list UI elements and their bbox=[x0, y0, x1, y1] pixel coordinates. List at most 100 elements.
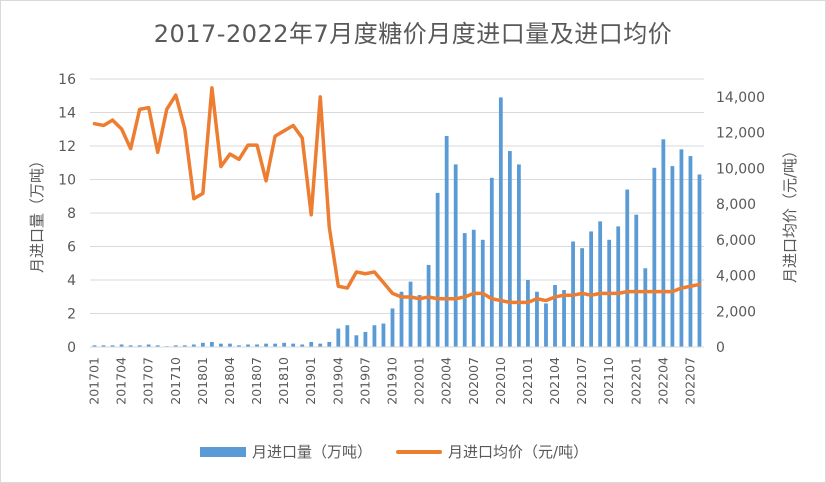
y-tick-label: 14 bbox=[58, 106, 76, 122]
price-line bbox=[92, 86, 702, 305]
bar bbox=[625, 189, 630, 347]
bar bbox=[273, 343, 277, 347]
line-series bbox=[92, 86, 702, 305]
bar bbox=[679, 149, 684, 347]
y-tick-label: 4 bbox=[67, 273, 76, 289]
x-tick-label: 202001 bbox=[412, 357, 427, 405]
x-tick-label: 202004 bbox=[439, 357, 454, 405]
bar bbox=[535, 291, 539, 347]
bar bbox=[589, 231, 594, 347]
x-tick-label: 202010 bbox=[493, 357, 508, 405]
bar bbox=[101, 345, 106, 347]
bar bbox=[291, 343, 296, 347]
x-tick-label: 202204 bbox=[655, 357, 670, 405]
bar bbox=[246, 344, 250, 347]
bar bbox=[219, 343, 223, 347]
bar bbox=[354, 335, 359, 347]
bar bbox=[498, 97, 503, 347]
x-tick-label: 202110 bbox=[601, 357, 616, 405]
bar bbox=[146, 344, 151, 347]
bar bbox=[381, 323, 386, 347]
bar bbox=[155, 345, 160, 347]
bar bbox=[309, 341, 314, 347]
x-tick-label: 202207 bbox=[682, 357, 697, 405]
bar bbox=[345, 325, 350, 347]
y-tick-label: 16 bbox=[58, 72, 76, 88]
legend-label-line: 月进口均价（元/吨） bbox=[448, 443, 589, 461]
y-tick-label: 2 bbox=[67, 307, 76, 323]
x-tick-label: 201907 bbox=[357, 357, 372, 405]
x-axis-ticks: 201701 201704 201707 201710 201801 201804 2018… bbox=[87, 357, 698, 405]
legend: 月进口量（万吨） 月进口均价（元/吨） bbox=[200, 441, 612, 462]
x-tick-label: 201704 bbox=[114, 357, 129, 405]
bar bbox=[489, 177, 494, 347]
bar bbox=[688, 156, 693, 347]
x-tick-label: 202007 bbox=[466, 357, 481, 405]
x-tick-label: 201701 bbox=[87, 357, 102, 405]
bar bbox=[471, 229, 476, 347]
bar bbox=[544, 303, 548, 347]
bar bbox=[598, 221, 603, 348]
y2-tick-label: 4,000 bbox=[716, 269, 756, 285]
bar bbox=[408, 281, 413, 347]
bar bbox=[562, 290, 566, 347]
x-tick-label: 201810 bbox=[276, 357, 291, 405]
y2-tick-label: 12,000 bbox=[716, 126, 765, 142]
bar bbox=[507, 151, 512, 347]
bar bbox=[697, 174, 702, 347]
bar bbox=[670, 166, 675, 347]
bar bbox=[318, 343, 323, 347]
bar bbox=[580, 248, 584, 347]
bar bbox=[92, 345, 97, 347]
bar bbox=[462, 233, 467, 347]
x-tick-label: 201804 bbox=[222, 357, 237, 405]
x-tick-label: 202201 bbox=[628, 357, 643, 405]
x-tick-label: 201904 bbox=[330, 357, 345, 405]
y2-tick-label: 6,000 bbox=[716, 233, 756, 249]
bar bbox=[643, 268, 648, 347]
x-tick-label: 201901 bbox=[303, 357, 318, 405]
bar bbox=[300, 344, 305, 347]
bar bbox=[228, 343, 232, 347]
bar bbox=[200, 342, 205, 347]
y-tick-label: 6 bbox=[67, 240, 76, 256]
bar bbox=[652, 167, 657, 347]
y-tick-label: 8 bbox=[67, 206, 76, 222]
x-tick-label: 202101 bbox=[520, 357, 535, 405]
bar bbox=[128, 345, 133, 347]
bar bbox=[336, 328, 341, 347]
x-tick-label: 201910 bbox=[384, 357, 399, 405]
bar bbox=[616, 226, 621, 347]
bar bbox=[417, 295, 422, 347]
bar bbox=[634, 214, 639, 347]
y-tick-label: 12 bbox=[58, 139, 76, 155]
bar bbox=[661, 139, 666, 347]
left-y-axis-ticks: 0 2 4 6 8 10 12 14 16 bbox=[58, 72, 76, 356]
x-tick-label: 201707 bbox=[141, 357, 156, 405]
legend-label-bar: 月进口量（万吨） bbox=[252, 443, 373, 461]
bar bbox=[526, 280, 530, 347]
bar bbox=[426, 264, 431, 347]
bar bbox=[191, 344, 196, 347]
bar bbox=[110, 345, 115, 347]
bar bbox=[210, 341, 214, 347]
bar bbox=[399, 291, 404, 347]
y2-tick-label: 8,000 bbox=[716, 197, 756, 213]
bar bbox=[444, 135, 449, 347]
x-tick-label: 201807 bbox=[249, 357, 264, 405]
bar bbox=[453, 164, 458, 347]
bar bbox=[119, 344, 124, 347]
bar bbox=[182, 345, 187, 347]
bar bbox=[255, 344, 259, 347]
legend-swatch-line bbox=[396, 449, 443, 454]
bar bbox=[237, 345, 241, 347]
x-tick-label: 201710 bbox=[168, 357, 183, 405]
left-y-axis-label: 月进口量（万吨） bbox=[28, 153, 46, 273]
bar bbox=[282, 342, 287, 347]
x-tick-label: 202104 bbox=[547, 357, 562, 405]
bar bbox=[327, 341, 332, 347]
y2-tick-label: 10,000 bbox=[716, 161, 765, 177]
x-tick-label: 201801 bbox=[195, 357, 210, 405]
